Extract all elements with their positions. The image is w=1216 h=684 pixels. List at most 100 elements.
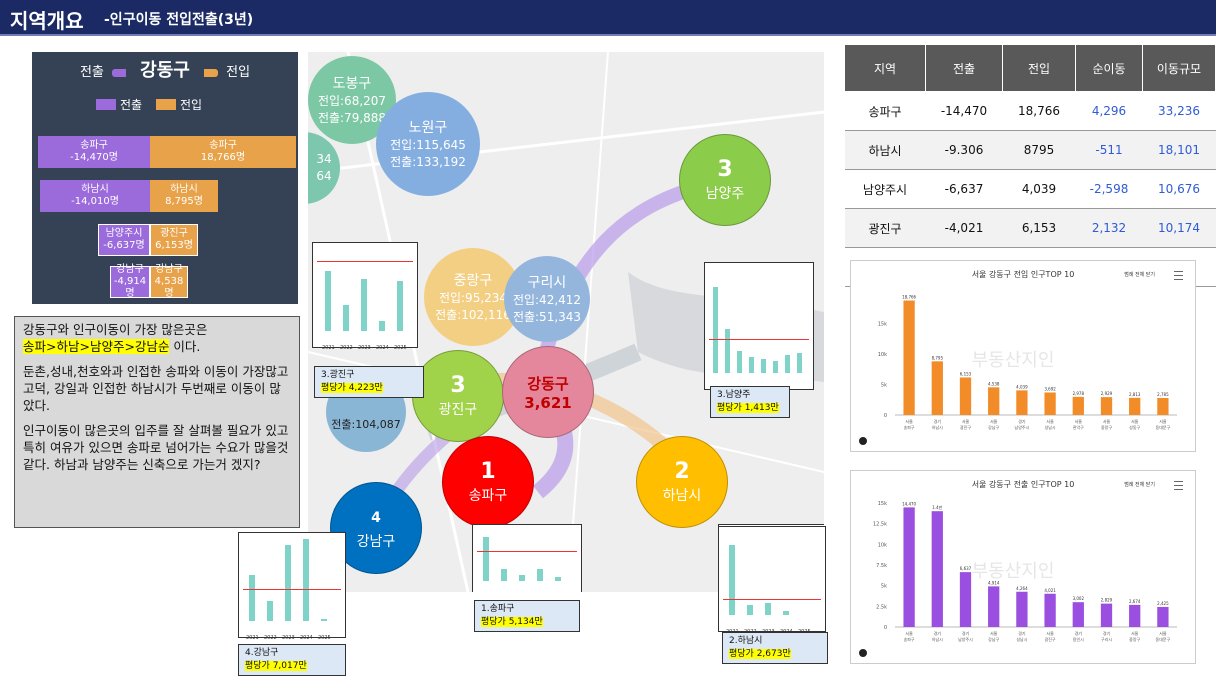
brand-icon [859, 649, 867, 657]
out-arrow-icon [112, 68, 127, 77]
x-tick-label: 서울 [1131, 418, 1139, 424]
x-tick-label: 성동구 [1129, 424, 1140, 430]
out-label: 전출 [79, 65, 104, 80]
bar [903, 507, 915, 627]
center-circle-gangdong[interactable]: 강동구 3,621 [502, 346, 594, 438]
table-row: 광진구 -4,021 6,153 2,132 10,174 [844, 208, 1216, 248]
out-bar: 송파구 -14,470명 [38, 136, 150, 168]
legend-toggle[interactable]: 범례 전체 닫기 [1124, 482, 1155, 488]
legend-out: 전출 [96, 96, 142, 113]
rank-circle-songpa[interactable]: 1 송파구 [442, 436, 534, 528]
data-label: 3,002 [1073, 596, 1085, 601]
x-tick-label: 남양주시 [958, 636, 973, 642]
data-label: 4,039 [1016, 384, 1028, 389]
x-tick-label: 성남시 [1016, 636, 1027, 642]
data-label: 3,692 [1044, 386, 1056, 391]
bar [1044, 593, 1056, 627]
x-tick-label: 경기 [1075, 630, 1083, 636]
rank-circle-gwangjin[interactable]: 3 광진구 [412, 350, 504, 442]
out-bar: 강남구 -4,914명 [110, 264, 150, 299]
analysis-paragraph: 둔촌,성내,천호와과 인접한 송파와 이동이 가장많고 고덕, 강일과 인접한 … [23, 364, 289, 413]
data-label: 4,914 [988, 580, 1000, 585]
chart-inflow-top10: 서울 강동구 전입 인구TOP 10 범례 전체 닫기 부동산지인 15k 10k 5… [850, 260, 1196, 452]
in-label: 전입 [226, 65, 251, 80]
data-label: 14,470 [902, 501, 916, 506]
bar [903, 300, 915, 415]
in-bar: 하남시 8,795명 [150, 180, 218, 212]
x-tick-label: 서울 [962, 418, 970, 424]
bubble-guri[interactable]: 구리시 전입:42,412 전출:51,343 [504, 256, 590, 342]
data-label: 4,021 [1044, 588, 1056, 593]
bar [1157, 606, 1169, 627]
col-header: 전입 [1002, 44, 1076, 92]
bar [988, 387, 1000, 415]
x-tick-label: 서울 [1075, 418, 1083, 424]
legend-toggle[interactable]: 범례 전체 닫기 [1124, 272, 1155, 278]
x-tick-label: 광진구 [960, 424, 971, 430]
data-label: 2,785 [1157, 392, 1169, 397]
x-tick-label: 경기 [1018, 418, 1026, 424]
x-tick-label: 서울 [1046, 418, 1054, 424]
bar [1016, 390, 1028, 415]
x-tick-label: 서울 [1131, 630, 1139, 636]
x-tick-label: 성남시 [1045, 424, 1056, 430]
data-label: 8,795 [932, 355, 944, 360]
y-tick-label: 5k [881, 584, 887, 590]
chart-title: 서울 강동구 전입 인구TOP 10 [971, 270, 1075, 279]
bar [931, 511, 943, 627]
x-tick-label: 서울 [990, 630, 998, 636]
bar [931, 361, 943, 415]
bubble-nowon[interactable]: 노원구 전입:115,645 전출:133,192 [376, 92, 480, 196]
x-tick-label: 서울 [1159, 418, 1167, 424]
chart-watermark: 부동산지인 [972, 561, 1055, 582]
flow-summary-panel: 전출 강동구 전입 전출 전입 송파구 -14,470명 송파구 18,766명 하… [32, 52, 298, 304]
table-row: 송파구 -14,470 18,766 4,296 33,236 [844, 91, 1216, 131]
data-label: 2,929 [1101, 391, 1113, 396]
mini-chart-gangnam: 2021 2022 2023 2024 2025 [238, 532, 346, 641]
x-tick-label: 서울 [1159, 630, 1167, 636]
chart-title: 서울 강동구 전출 인구TOP 10 [971, 480, 1075, 489]
menu-icon[interactable] [1174, 271, 1183, 280]
x-tick-label: 송파구 [904, 424, 915, 430]
y-tick-label: 2.5k [876, 604, 887, 610]
analysis-paragraph: 인구이동이 많은곳의 입주를 잘 살펴볼 필요가 있고 특히 여유가 있으면 송… [23, 423, 289, 472]
chart-watermark: 부동산지인 [972, 350, 1055, 371]
migration-table: 지역 전출 전입 순이동 이동규모 송파구 -14,470 18,766 4,296 3… [844, 44, 1216, 287]
y-tick-label: 15k [878, 501, 887, 507]
x-tick-label: 강남구 [988, 424, 999, 430]
mini-chart-gwangjin: 2021 2022 2023 2024 2025 [312, 242, 418, 351]
x-tick-label: 하남시 [932, 424, 943, 430]
bar [1072, 602, 1084, 627]
out-bar: 남양주시 -6,637명 [98, 224, 150, 256]
data-label: 4,264 [1016, 586, 1028, 591]
mini-chart-namyangju [704, 262, 814, 390]
page-subtitle: -인구이동 전입전출(3년) [104, 12, 254, 28]
col-header: 이동규모 [1142, 44, 1216, 92]
rank-circle-namyangju[interactable]: 3 남양주 [679, 134, 771, 226]
data-label: 2,978 [1073, 391, 1085, 396]
y-tick-label: 10k [878, 352, 887, 358]
in-bar: 강남구 4,538명 [150, 264, 188, 299]
map-area[interactable]: 34 64 전출:104,087 도봉구 전입:68,207 전출:79,888 노원… [308, 52, 824, 592]
rank-circle-hanam[interactable]: 2 하남시 [636, 436, 728, 528]
x-tick-label: 경기 [1018, 630, 1026, 636]
in-bar: 송파구 18,766명 [150, 136, 296, 168]
data-label: 4,538 [988, 381, 1000, 386]
x-tick-label: 경기 [962, 630, 970, 636]
data-label: 2,829 [1101, 598, 1113, 603]
x-tick-label: 강남구 [988, 636, 999, 642]
data-label: 2,674 [1129, 599, 1141, 604]
menu-icon[interactable] [1174, 481, 1183, 490]
bar [1129, 397, 1141, 415]
caption-gwangjin: 3.광진구 평당가 4,223만 [314, 366, 424, 398]
caption-gangnam: 4.강남구 평당가 7,017만 [238, 644, 346, 676]
caption-songpa: 1.송파구 평당가 5,134만 [474, 600, 580, 632]
bar [959, 572, 972, 627]
bar [1100, 397, 1113, 415]
legend-in: 전입 [156, 96, 202, 113]
col-header: 순이동 [1075, 44, 1143, 92]
brand-icon [859, 437, 867, 445]
